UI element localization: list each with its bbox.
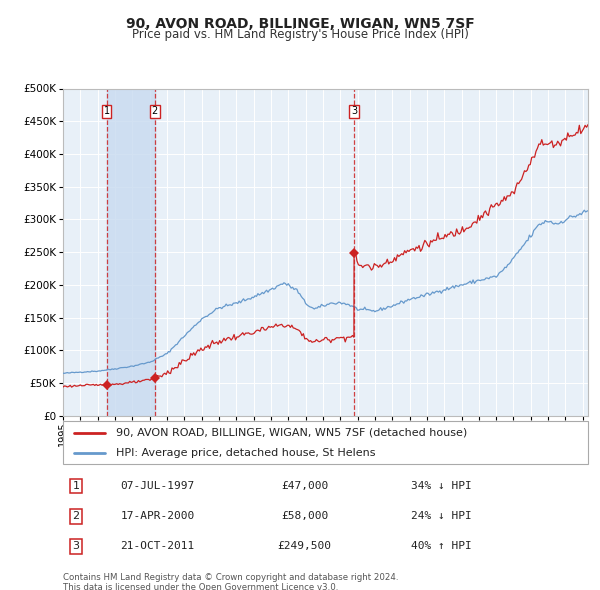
Text: 2: 2 — [152, 106, 158, 116]
Text: 3: 3 — [73, 542, 80, 552]
Text: 17-APR-2000: 17-APR-2000 — [121, 512, 194, 521]
Text: 07-JUL-1997: 07-JUL-1997 — [121, 481, 194, 491]
Text: 24% ↓ HPI: 24% ↓ HPI — [410, 512, 472, 521]
Text: 2: 2 — [73, 512, 80, 521]
FancyBboxPatch shape — [63, 421, 588, 464]
Text: 34% ↓ HPI: 34% ↓ HPI — [410, 481, 472, 491]
Text: 1: 1 — [73, 481, 80, 491]
Text: 1: 1 — [104, 106, 110, 116]
Bar — [107, 88, 155, 416]
Text: Price paid vs. HM Land Registry's House Price Index (HPI): Price paid vs. HM Land Registry's House … — [131, 28, 469, 41]
Text: £58,000: £58,000 — [281, 512, 328, 521]
Text: 90, AVON ROAD, BILLINGE, WIGAN, WN5 7SF: 90, AVON ROAD, BILLINGE, WIGAN, WN5 7SF — [125, 17, 475, 31]
Text: 21-OCT-2011: 21-OCT-2011 — [121, 542, 194, 552]
Text: £249,500: £249,500 — [277, 542, 331, 552]
Text: 90, AVON ROAD, BILLINGE, WIGAN, WN5 7SF (detached house): 90, AVON ROAD, BILLINGE, WIGAN, WN5 7SF … — [115, 428, 467, 438]
Text: 40% ↑ HPI: 40% ↑ HPI — [410, 542, 472, 552]
Text: 3: 3 — [351, 106, 357, 116]
Text: £47,000: £47,000 — [281, 481, 328, 491]
Text: This data is licensed under the Open Government Licence v3.0.: This data is licensed under the Open Gov… — [63, 583, 338, 590]
Text: Contains HM Land Registry data © Crown copyright and database right 2024.: Contains HM Land Registry data © Crown c… — [63, 573, 398, 582]
Text: HPI: Average price, detached house, St Helens: HPI: Average price, detached house, St H… — [115, 448, 375, 458]
